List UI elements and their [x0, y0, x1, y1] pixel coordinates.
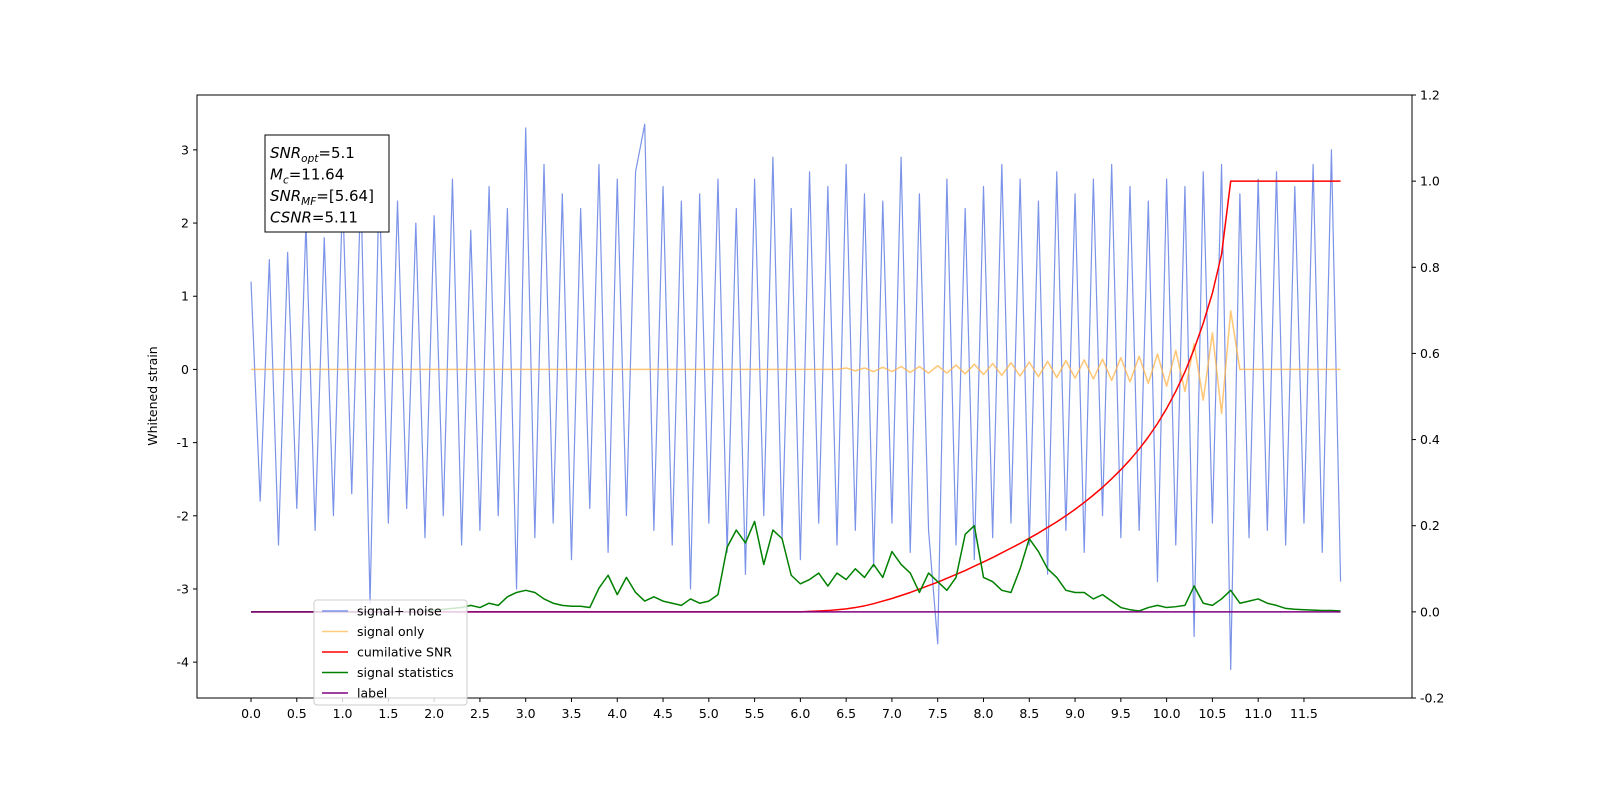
x-tick-label: 10.5	[1198, 706, 1226, 721]
x-tick-label: 2.0	[424, 706, 444, 721]
x-tick-label: 3.0	[516, 706, 536, 721]
annotation-value: =[5.64]	[316, 187, 374, 205]
y2-tick-label: 0.2	[1420, 518, 1440, 533]
annotation-sub: opt	[301, 153, 319, 165]
series-line	[251, 310, 1341, 415]
x-tick-label: 3.5	[562, 706, 582, 721]
y-tick-label: -1	[177, 435, 189, 450]
x-tick-label: 8.5	[1019, 706, 1039, 721]
x-tick-label: 6.0	[790, 706, 810, 721]
x-tick-label: 5.0	[699, 706, 719, 721]
x-tick-label: 7.5	[928, 706, 948, 721]
y2-tick-label: 0.0	[1420, 604, 1440, 619]
y2-tick-label: -0.2	[1420, 691, 1444, 706]
x-tick-label: 6.5	[836, 706, 856, 721]
annotation-value: =11.64	[289, 166, 345, 184]
legend-label: cumilative SNR	[357, 645, 452, 660]
x-tick-label: 1.5	[378, 706, 398, 721]
annotation-sub: c	[283, 175, 289, 187]
y2-tick-label: 1.2	[1420, 88, 1440, 103]
annotation-base: SNR	[270, 144, 301, 162]
x-tick-label: 2.5	[470, 706, 490, 721]
legend-label: label	[357, 686, 387, 701]
annotation-base: CSNR	[270, 209, 312, 227]
x-tick-label: 9.5	[1111, 706, 1131, 721]
x-tick-label: 5.5	[745, 706, 765, 721]
y2-tick-label: 0.4	[1420, 432, 1440, 447]
y-tick-label: 2	[181, 216, 189, 231]
x-tick-label: 8.0	[974, 706, 994, 721]
legend-label: signal only	[357, 624, 425, 639]
annotation-value: =5.1	[318, 144, 354, 162]
annotation-value: =5.11	[312, 209, 358, 227]
x-tick-label: 9.0	[1065, 706, 1085, 721]
x-tick-label: 4.0	[607, 706, 627, 721]
y2-tick-label: 1.0	[1420, 174, 1440, 189]
x-tick-label: 1.0	[333, 706, 353, 721]
x-tick-label: 11.0	[1244, 706, 1272, 721]
y2-tick-label: 0.6	[1420, 346, 1440, 361]
x-tick-label: 0.0	[241, 706, 261, 721]
axes-frame	[196, 94, 1413, 699]
x-tick-label: 10.0	[1153, 706, 1181, 721]
annotation-sub: MF	[301, 196, 317, 208]
y-tick-label: 0	[181, 362, 189, 377]
legend-label: signal statistics	[357, 665, 454, 680]
x-tick-label: 7.0	[882, 706, 902, 721]
legend-label: signal+ noise	[357, 604, 442, 619]
annotation-line: Mc=11.64	[270, 166, 344, 187]
x-tick-label: 4.5	[653, 706, 673, 721]
annotation-line: SNRMF=[5.64]	[270, 187, 374, 208]
x-tick-label: 11.5	[1290, 706, 1318, 721]
y-tick-label: 1	[181, 289, 189, 304]
series-line	[250, 123, 1342, 671]
y-tick-label: -4	[177, 655, 190, 670]
annotation-base: SNR	[270, 187, 301, 205]
annotation-line: SNRopt=5.1	[270, 144, 355, 165]
annotation-box	[264, 134, 390, 233]
legend-box	[313, 599, 468, 706]
x-tick-label: 0.5	[287, 706, 307, 721]
annotation-base: M	[270, 166, 283, 184]
y-tick-label: 3	[181, 142, 189, 157]
y2-tick-label: 0.8	[1420, 260, 1440, 275]
y-tick-label: -2	[177, 508, 189, 523]
y-axis-label: Whitened strain	[145, 346, 160, 445]
annotation-line: CSNR=5.11	[270, 209, 358, 227]
y-tick-label: -3	[177, 581, 189, 596]
